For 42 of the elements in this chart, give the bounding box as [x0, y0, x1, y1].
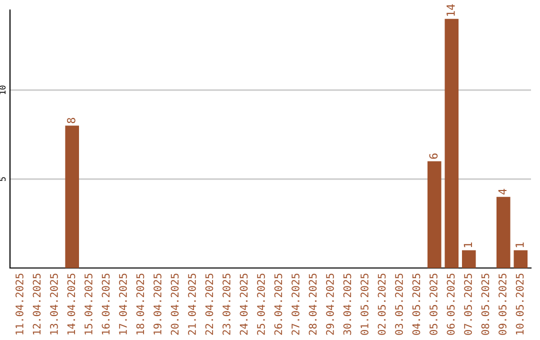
bar — [444, 18, 459, 268]
x-tick-label: 28.04.2025 — [308, 274, 317, 335]
data-label: 14 — [446, 4, 455, 16]
x-tick-label: 02.05.2025 — [378, 274, 386, 335]
x-tick-label: 07.05.2025 — [464, 274, 472, 335]
x-tick-label: 17.04.2025 — [119, 274, 127, 334]
x-tick-label: 14.04.2025 — [67, 274, 76, 334]
x-tick-label: 26.04.2025 — [274, 274, 282, 335]
x-tick-label: 01.05.2025 — [360, 274, 368, 335]
data-label: 6 — [429, 153, 438, 159]
x-tick-label: 06.05.2025 — [446, 274, 455, 335]
x-tick-label: 15.04.2025 — [84, 274, 92, 334]
x-tick-label: 18.04.2025 — [136, 274, 144, 334]
x-tick-label: 16.04.2025 — [102, 274, 110, 334]
x-tick-label: 25.04.2025 — [257, 274, 265, 335]
x-tick-label: 12.04.2025 — [32, 274, 41, 334]
x-tick-label: 19.04.2025 — [154, 274, 162, 334]
bar — [514, 250, 528, 268]
x-tick-label: 30.04.2025 — [343, 274, 352, 335]
x-tick-label: 29.04.2025 — [326, 274, 334, 335]
data-label: 1 — [516, 242, 524, 248]
x-tick-label: 21.04.2025 — [188, 274, 196, 335]
x-tick-label: 22.04.2025 — [205, 274, 214, 335]
bar — [65, 126, 80, 268]
x-tick-label: 08.05.2025 — [481, 274, 490, 335]
x-tick-label: 13.04.2025 — [50, 274, 58, 334]
x-tick-label: 05.05.2025 — [430, 274, 438, 335]
x-tick-label: 04.05.2025 — [412, 274, 420, 335]
bar — [427, 161, 442, 268]
x-tick-label: 24.04.2025 — [240, 274, 248, 335]
x-tick-label: 10.05.2025 — [516, 274, 524, 334]
bar — [462, 250, 476, 268]
data-label: 4 — [498, 188, 506, 194]
x-tick-label: 11.04.2025 — [16, 274, 24, 334]
x-tick-label: 23.04.2025 — [222, 274, 230, 335]
data-label: 1 — [464, 242, 472, 248]
x-tick-label: 27.04.2025 — [292, 274, 300, 335]
data-label: 8 — [66, 118, 76, 124]
x-tick-label: 03.05.2025 — [395, 274, 403, 335]
x-tick-label: 20.04.2025 — [170, 274, 179, 335]
bar — [496, 196, 510, 268]
x-tick-label: 09.05.2025 — [498, 274, 506, 335]
